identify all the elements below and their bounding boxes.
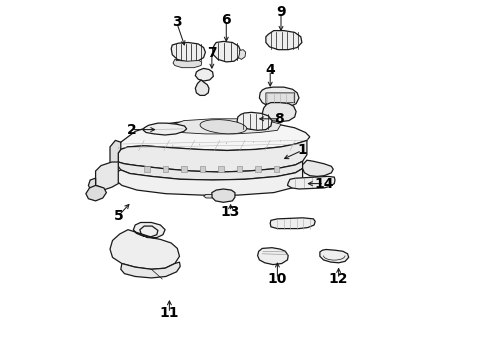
Polygon shape bbox=[204, 194, 212, 198]
Text: 1: 1 bbox=[297, 144, 307, 157]
Polygon shape bbox=[116, 168, 303, 195]
Text: 7: 7 bbox=[207, 46, 217, 60]
Polygon shape bbox=[96, 162, 118, 191]
Polygon shape bbox=[144, 166, 149, 172]
Polygon shape bbox=[118, 161, 303, 180]
Polygon shape bbox=[288, 176, 335, 189]
Text: 5: 5 bbox=[113, 209, 123, 223]
Polygon shape bbox=[259, 87, 299, 108]
Text: 12: 12 bbox=[329, 272, 348, 286]
Polygon shape bbox=[266, 93, 294, 104]
Ellipse shape bbox=[200, 120, 247, 134]
Polygon shape bbox=[200, 166, 205, 172]
Polygon shape bbox=[196, 68, 213, 81]
Polygon shape bbox=[110, 222, 179, 269]
Polygon shape bbox=[258, 248, 288, 265]
Polygon shape bbox=[118, 140, 307, 172]
Polygon shape bbox=[144, 123, 187, 135]
Polygon shape bbox=[274, 166, 279, 172]
Text: 6: 6 bbox=[221, 13, 231, 27]
Polygon shape bbox=[270, 218, 315, 229]
Polygon shape bbox=[212, 189, 235, 202]
Polygon shape bbox=[237, 112, 272, 130]
Polygon shape bbox=[303, 160, 333, 176]
Text: 9: 9 bbox=[276, 5, 286, 18]
Polygon shape bbox=[239, 50, 245, 59]
Polygon shape bbox=[181, 166, 187, 172]
Polygon shape bbox=[118, 121, 310, 150]
Polygon shape bbox=[88, 178, 101, 191]
Polygon shape bbox=[110, 140, 121, 167]
Polygon shape bbox=[173, 59, 202, 68]
Polygon shape bbox=[168, 119, 281, 134]
Polygon shape bbox=[163, 166, 168, 172]
Text: 10: 10 bbox=[268, 272, 287, 286]
Polygon shape bbox=[255, 166, 261, 172]
Text: 14: 14 bbox=[315, 177, 334, 190]
Polygon shape bbox=[320, 249, 349, 263]
Polygon shape bbox=[196, 80, 209, 95]
Polygon shape bbox=[266, 31, 302, 50]
Polygon shape bbox=[262, 103, 296, 122]
Text: 8: 8 bbox=[274, 112, 284, 126]
Polygon shape bbox=[218, 166, 223, 172]
Polygon shape bbox=[86, 185, 106, 201]
Polygon shape bbox=[237, 166, 242, 172]
Text: 2: 2 bbox=[127, 123, 137, 136]
Polygon shape bbox=[121, 262, 180, 278]
Polygon shape bbox=[171, 42, 205, 62]
Text: 11: 11 bbox=[160, 306, 179, 320]
Text: 3: 3 bbox=[172, 15, 181, 29]
Polygon shape bbox=[213, 41, 241, 62]
Text: 4: 4 bbox=[265, 63, 275, 77]
Text: 13: 13 bbox=[221, 205, 240, 219]
